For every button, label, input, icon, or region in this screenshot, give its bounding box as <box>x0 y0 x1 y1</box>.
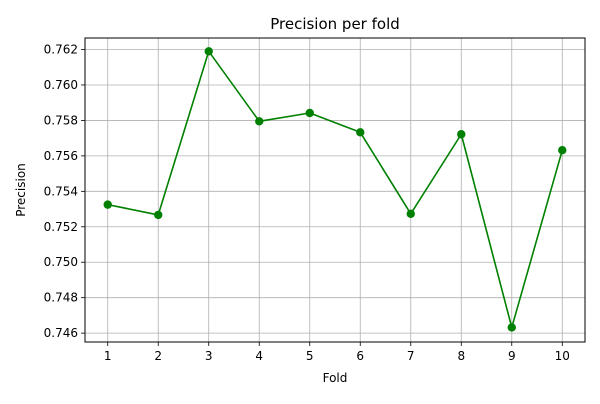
x-axis-ticks: 1 2 3 4 5 6 7 8 9 10 <box>104 342 570 363</box>
data-point-fold-9 <box>507 323 516 332</box>
x-tick-label: 7 <box>407 349 415 363</box>
data-point-fold-10 <box>558 146 567 155</box>
x-tick-label: 3 <box>205 349 213 363</box>
x-tick-label: 5 <box>306 349 314 363</box>
data-point-fold-8 <box>457 130 466 139</box>
series-line-layer <box>107 50 564 329</box>
y-tick-label: 0.754 <box>44 184 78 198</box>
x-axis-label: Fold <box>323 371 348 385</box>
y-tick-label: 0.752 <box>44 220 78 234</box>
y-axis-label: Precision <box>14 163 28 217</box>
x-tick-label: 1 <box>104 349 112 363</box>
chart-title: Precision per fold <box>270 15 400 33</box>
x-tick-label: 6 <box>356 349 364 363</box>
y-tick-label: 0.746 <box>44 326 78 340</box>
data-point-fold-4 <box>255 117 264 126</box>
series-line <box>107 50 564 329</box>
x-tick-label: 8 <box>457 349 465 363</box>
data-point-fold-7 <box>406 209 415 219</box>
x-tick-label: 10 <box>555 349 570 363</box>
x-tick-label: 4 <box>255 349 263 363</box>
data-point-fold-5 <box>305 108 314 118</box>
y-tick-label: 0.758 <box>44 113 78 127</box>
y-tick-label: 0.748 <box>44 291 78 305</box>
series-marker-layer <box>103 47 567 332</box>
data-point-fold-3 <box>204 47 213 56</box>
y-tick-label: 0.760 <box>44 78 78 92</box>
y-axis-ticks: 0.746 0.748 0.750 0.752 0.754 0.756 0.758 0.760… <box>44 43 85 340</box>
y-tick-label: 0.756 <box>44 149 78 163</box>
y-tick-label: 0.750 <box>44 255 78 269</box>
grid <box>85 38 585 342</box>
data-point-fold-6 <box>356 128 365 137</box>
data-point-fold-1 <box>103 200 112 209</box>
y-tick-label: 0.762 <box>44 43 78 57</box>
x-tick-label: 2 <box>154 349 162 363</box>
data-point-fold-2 <box>154 210 163 220</box>
x-tick-label: 9 <box>508 349 516 363</box>
axes-frame <box>84 37 586 343</box>
